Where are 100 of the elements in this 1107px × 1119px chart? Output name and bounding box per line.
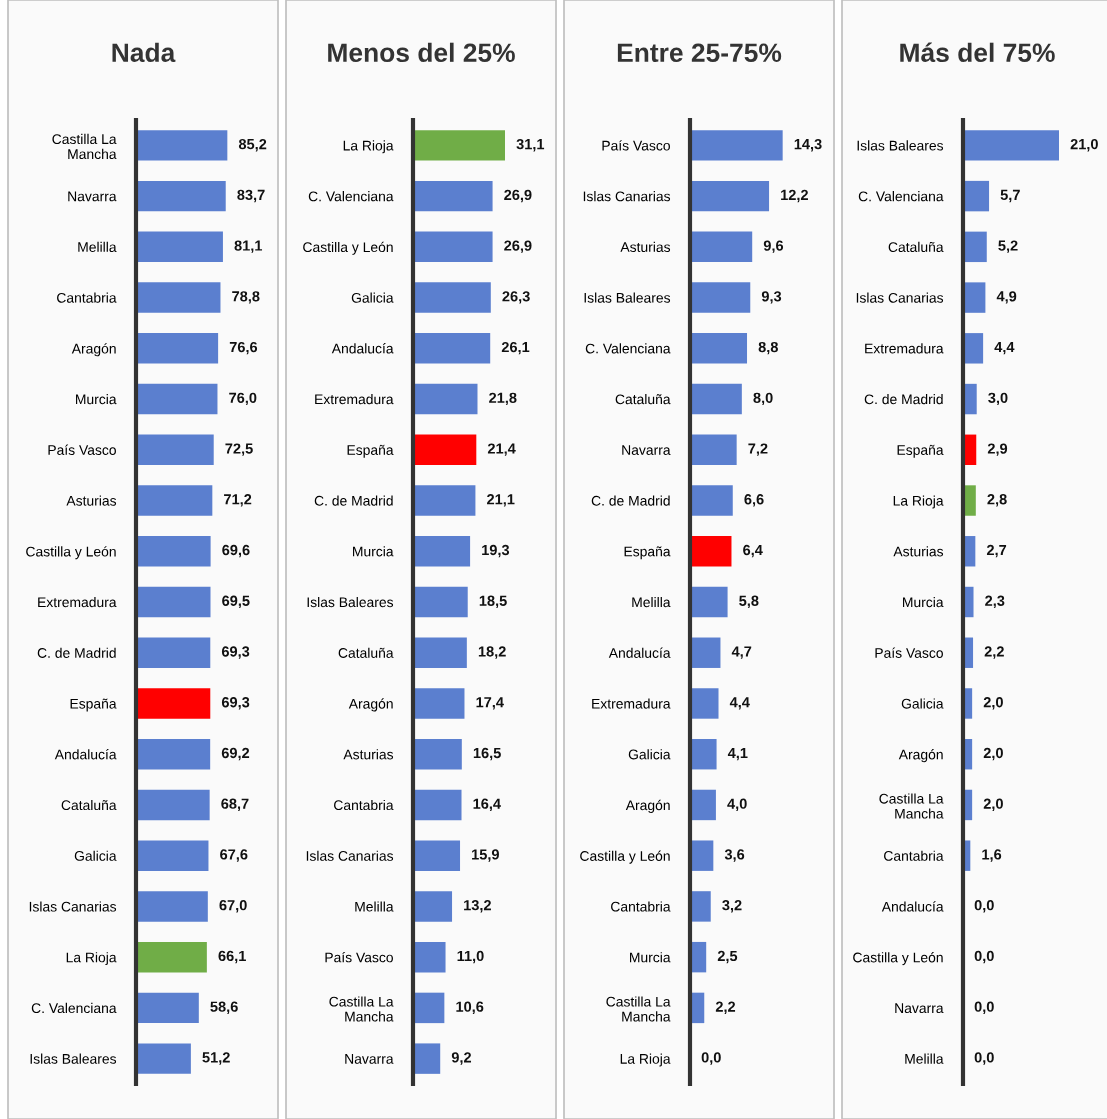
- data-label: 0,0: [974, 900, 994, 913]
- bar: [963, 333, 984, 364]
- data-label: 67,0: [219, 900, 247, 913]
- y-tick-label: Islas Canarias: [306, 850, 394, 861]
- bar: [136, 992, 199, 1024]
- data-label: 69,3: [221, 646, 250, 659]
- y-tick-label: Cataluña: [61, 799, 117, 811]
- bar: [136, 688, 211, 719]
- y-tick-label: Castilla y León: [26, 546, 116, 560]
- bar: [690, 383, 742, 415]
- data-label: 17,4: [476, 697, 504, 710]
- y-tick-label: Castilla La Mancha: [52, 133, 117, 160]
- data-label: 26,1: [501, 341, 530, 355]
- data-label: 2,9: [987, 443, 1008, 456]
- y-tick-label: C. Valenciana: [31, 1002, 117, 1014]
- y-tick-label: Galicia: [74, 850, 117, 861]
- data-label: 2,7: [986, 544, 1007, 558]
- y-tick-label: Cantabria: [57, 292, 117, 303]
- y-tick-label: C. Valenciana: [308, 191, 394, 202]
- data-label: 15,9: [472, 849, 499, 862]
- bar: [413, 434, 477, 466]
- bar: [690, 840, 714, 871]
- bar: [690, 180, 770, 212]
- bar: [136, 536, 211, 567]
- bar: [136, 383, 218, 415]
- y-tick-label: Melilla: [78, 241, 117, 253]
- data-label: 21,8: [489, 392, 517, 406]
- bar: [136, 130, 228, 161]
- data-label: 81,1: [234, 240, 263, 253]
- y-tick-label: Extremadura: [315, 394, 394, 405]
- bar: [136, 637, 211, 668]
- data-label: 2,0: [983, 798, 1003, 811]
- data-label: 0,0: [701, 1052, 721, 1065]
- bar: [413, 536, 471, 567]
- y-tick-label: Murcia: [76, 394, 117, 405]
- data-label: 4,4: [729, 697, 750, 710]
- data-label: 18,5: [479, 595, 507, 609]
- y-tick-label: Melilla: [905, 1053, 944, 1064]
- data-label: 3,0: [988, 392, 1008, 406]
- data-label: 3,6: [724, 849, 745, 862]
- data-label: 31,1: [516, 138, 545, 152]
- y-tick-label: Cantabria: [884, 850, 944, 861]
- data-label: 11,0: [457, 950, 484, 964]
- data-label: 2,5: [717, 950, 738, 964]
- bar: [136, 282, 221, 313]
- data-label: 5,7: [1000, 189, 1020, 203]
- data-label: 5,8: [739, 595, 759, 609]
- bar: [963, 231, 987, 263]
- y-tick-label: Asturias: [66, 495, 117, 506]
- bar: [690, 333, 748, 364]
- bar: [690, 891, 711, 922]
- data-label: 83,7: [237, 189, 265, 203]
- bar: [413, 282, 491, 313]
- chart-title: Menos del 25%: [328, 42, 515, 63]
- y-tick-label: La Rioja: [620, 1053, 671, 1067]
- y-tick-label: País Vasco: [325, 951, 393, 963]
- data-label: 26,9: [504, 240, 532, 253]
- data-label: 4,7: [731, 646, 752, 659]
- y-tick-label: C. de Madrid: [864, 394, 943, 405]
- y-tick-label: Andalucía: [608, 647, 671, 658]
- data-label: 6,6: [744, 494, 764, 507]
- y-tick-label: Andalucía: [881, 901, 944, 912]
- y-tick-label: Castilla y León: [580, 850, 670, 864]
- y-tick-label: C. Valenciana: [585, 343, 671, 354]
- y-tick-label: Castilla La Mancha: [879, 793, 944, 819]
- y-tick-label: España: [624, 546, 671, 560]
- y-tick-label: Cantabria: [334, 799, 394, 811]
- data-label: 78,8: [232, 291, 260, 304]
- y-tick-label: Melilla: [632, 596, 671, 608]
- y-tick-label: Asturias: [343, 749, 394, 760]
- bar: [690, 434, 737, 466]
- bar: [963, 180, 990, 212]
- y-tick-label: Castilla La Mancha: [329, 996, 394, 1022]
- y-tick-label: Extremadura: [865, 343, 944, 354]
- bar: [963, 130, 1059, 161]
- data-label: 8,8: [758, 341, 778, 355]
- y-tick-label: Navarra: [345, 1054, 394, 1064]
- data-label: 8,0: [753, 392, 773, 406]
- y-tick-label: Castilla y León: [303, 241, 393, 255]
- y-tick-label: Aragón: [71, 343, 116, 357]
- data-label: 12,2: [781, 189, 808, 203]
- data-label: 9,6: [763, 240, 784, 253]
- data-label: 72,5: [225, 443, 253, 456]
- data-label: 69,6: [222, 544, 250, 558]
- bar: [413, 180, 493, 212]
- bar: [413, 231, 493, 263]
- y-tick-label: La Rioja: [343, 140, 394, 154]
- bar: [413, 637, 467, 668]
- data-label: 1,6: [982, 849, 1002, 862]
- bar: [136, 1043, 191, 1074]
- data-label: 18,2: [478, 646, 506, 659]
- y-tick-label: Murcia: [903, 596, 944, 608]
- bar: [136, 891, 208, 922]
- data-label: 26,3: [502, 291, 530, 304]
- chart-title: Más del 75%: [900, 42, 1055, 63]
- bar: [413, 1043, 441, 1074]
- bar: [690, 688, 719, 719]
- data-label: 16,5: [473, 747, 501, 761]
- bar: [690, 485, 733, 516]
- y-tick-label: Asturias: [893, 546, 944, 557]
